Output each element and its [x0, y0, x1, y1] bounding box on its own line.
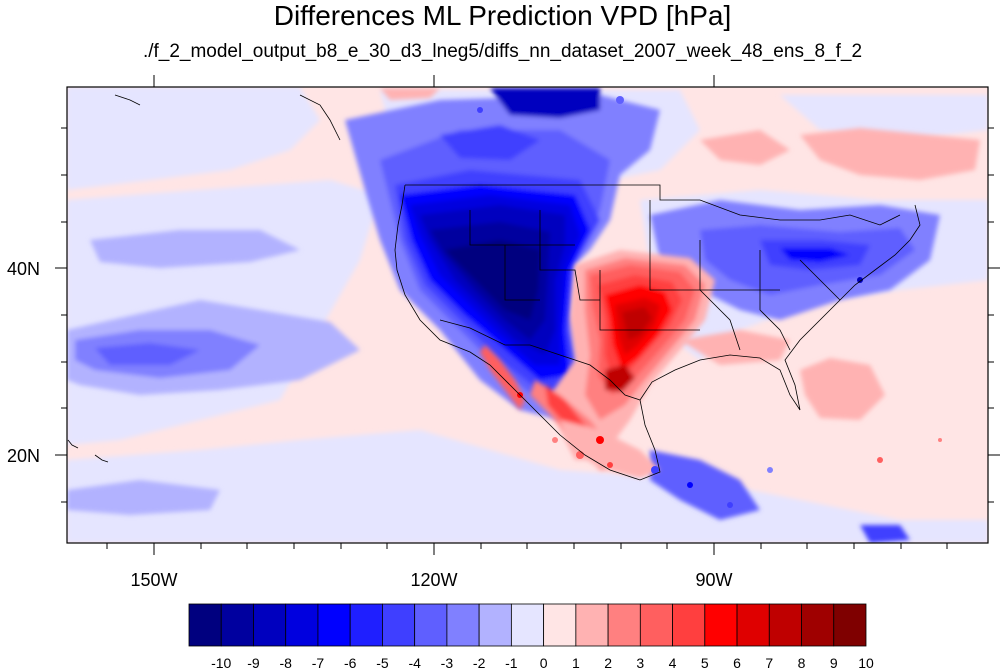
colorbar-swatch — [833, 603, 867, 647]
colorbar-swatch — [414, 603, 448, 647]
colorbar-label: 9 — [830, 655, 838, 671]
colorbar-label: 7 — [765, 655, 773, 671]
colorbar-label: -8 — [279, 655, 292, 671]
colorbar-label: 1 — [572, 655, 580, 671]
colorbar-label: 6 — [733, 655, 741, 671]
colorbar-label: -9 — [247, 655, 260, 671]
map-title: Differences ML Prediction VPD [hPa] — [273, 0, 732, 31]
colorbar-swatch — [736, 603, 770, 647]
colorbar-swatch — [607, 603, 641, 647]
field-pink — [380, 88, 980, 420]
colorbar-label: 0 — [540, 655, 548, 671]
colorbar-label: -2 — [473, 655, 486, 671]
colorbar-swatch — [672, 603, 706, 647]
lon-label-90w: 90W — [695, 570, 732, 590]
colorbar-label: -10 — [211, 655, 231, 671]
colorbar-label: 4 — [669, 655, 677, 671]
colorbar-swatch — [510, 603, 545, 647]
colorbar-swatch — [478, 603, 512, 647]
colorbar-label: -5 — [376, 655, 389, 671]
lat-label-20n: 20N — [7, 446, 40, 466]
colorbar-label: -7 — [312, 655, 325, 671]
field-pacific-band — [67, 230, 360, 515]
colorbar-swatch — [801, 603, 835, 647]
colorbar-swatch — [253, 603, 287, 647]
colorbar-swatch — [382, 603, 416, 647]
colorbar-label: -3 — [441, 655, 454, 671]
colorbar-label: 10 — [858, 655, 874, 671]
lon-label-150w: 150W — [130, 570, 177, 590]
map-subtitle: ./f_2_model_output_b8_e_30_d3_lneg5/diff… — [142, 41, 863, 62]
colorbar-swatch — [188, 603, 222, 647]
colorbar-label: 3 — [636, 655, 644, 671]
colorbar-swatch — [575, 603, 609, 647]
coastlines — [67, 94, 921, 481]
colorbar-swatch — [704, 603, 738, 647]
lat-label-40n: 40N — [7, 259, 40, 279]
field-texas-red — [480, 250, 715, 478]
colorbar-label: 2 — [604, 655, 612, 671]
colorbar-swatch — [317, 603, 351, 647]
colorbar-label: -6 — [344, 655, 357, 671]
colorbar-label: -4 — [408, 655, 421, 671]
colorbar-swatch — [285, 603, 319, 647]
colorbar-swatch — [220, 603, 254, 647]
colorbar-swatch — [446, 603, 480, 647]
colorbar-label: -1 — [505, 655, 518, 671]
colorbar-swatch — [768, 603, 802, 647]
colorbar-swatch — [639, 603, 673, 647]
colorbar-label: 5 — [701, 655, 709, 671]
lon-label-120w: 120W — [410, 570, 457, 590]
colorbar-swatch — [349, 603, 383, 647]
ticks — [55, 75, 1000, 555]
colorbar-swatch — [543, 603, 577, 647]
colorbar: -10 -9 -8 -7 -6 -5 -4 -3 -2 -1 0 1 2 3 4 5 6 7 8 9 10 — [188, 603, 874, 671]
field-western-blue — [345, 88, 660, 420]
colorbar-label: 8 — [798, 655, 806, 671]
map-field — [67, 87, 988, 543]
